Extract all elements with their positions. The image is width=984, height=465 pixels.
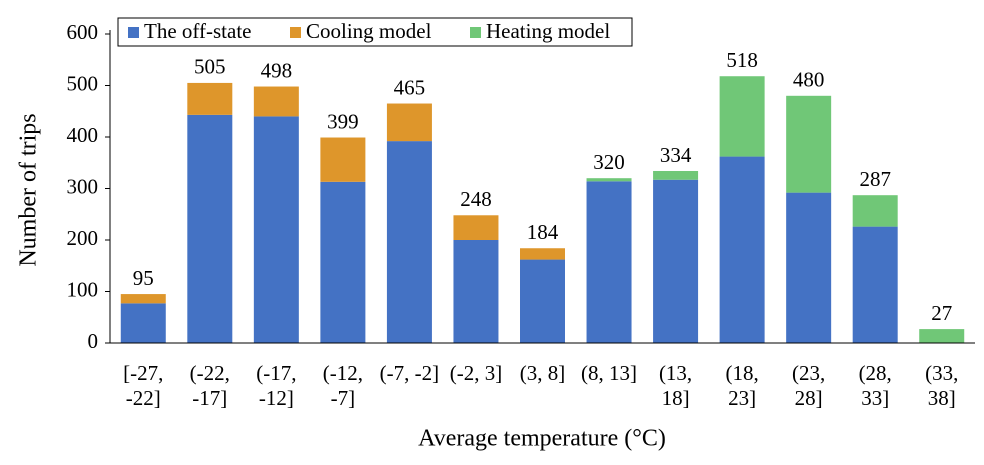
x-tick-label: (13, 18] <box>658 361 693 410</box>
data-label: 184 <box>527 220 559 244</box>
bar-segment <box>320 137 366 182</box>
bar-segment <box>852 226 898 343</box>
x-axis-title: Average temperature (°C) <box>418 426 666 452</box>
bar-segment <box>520 248 565 260</box>
x-tick-label: (-12, -7] <box>322 361 363 410</box>
bar-segment <box>253 116 299 344</box>
data-label: 480 <box>793 68 825 92</box>
bar-segment <box>786 95 832 193</box>
bar-segment <box>653 179 699 343</box>
bar-segment <box>719 76 765 157</box>
y-tick-label: 600 <box>67 20 99 44</box>
bar-segment <box>386 103 432 142</box>
data-label: 505 <box>194 55 226 79</box>
x-tick-label: (8, 13] <box>581 361 638 385</box>
bar-segment <box>120 294 166 304</box>
bar-segment <box>120 303 166 343</box>
data-label: 95 <box>133 266 154 290</box>
x-tick-label: (3, 8] <box>519 361 566 385</box>
bar-segment <box>786 192 832 343</box>
bar-segment <box>586 181 632 343</box>
bar-segment <box>187 82 233 115</box>
x-tick-label: (23, 28] <box>792 361 826 410</box>
bar-segment <box>253 86 299 117</box>
legend-label: Cooling model <box>306 19 432 43</box>
y-tick-label: 500 <box>67 71 99 95</box>
x-tick-label: (18, 23] <box>725 361 759 410</box>
bar-segment <box>852 195 898 227</box>
x-tick-label: [-27, -22] <box>123 361 164 410</box>
legend-label: Heating model <box>486 19 610 43</box>
legend-label: The off-state <box>144 19 251 43</box>
y-tick-label: 200 <box>67 226 99 250</box>
legend-swatch <box>470 27 481 38</box>
bar-segment <box>719 156 765 343</box>
x-tick-label: (-2, 3] <box>449 361 503 385</box>
bar-segment <box>653 170 699 180</box>
bar-segment <box>453 215 499 240</box>
data-label: 27 <box>931 301 952 325</box>
legend-swatch <box>290 27 301 38</box>
y-tick-label: 0 <box>88 329 99 353</box>
data-label: 518 <box>726 48 758 72</box>
data-label: 320 <box>593 150 625 174</box>
bar-segment <box>453 240 499 343</box>
data-label: 498 <box>261 58 293 82</box>
x-tick-label: (-7, -2] <box>379 361 440 385</box>
x-tick-label: (33, 38] <box>925 361 959 410</box>
bar-segment <box>187 114 233 343</box>
legend-swatch <box>128 27 139 38</box>
data-label: 334 <box>660 143 692 167</box>
y-tick-label: 400 <box>67 123 99 147</box>
y-tick-label: 300 <box>67 174 99 198</box>
legend-box <box>117 17 633 47</box>
x-tick-label: (28, 33] <box>858 361 892 410</box>
data-label: 287 <box>859 167 891 191</box>
data-label: 248 <box>460 187 492 211</box>
bar-segment <box>386 141 432 343</box>
y-axis-title: Number of trips <box>16 113 42 266</box>
bar-segment <box>520 259 565 343</box>
x-tick-label: (-17, -12] <box>256 361 297 410</box>
bar-segment <box>919 329 965 343</box>
x-tick-label: (-22, -17] <box>189 361 230 410</box>
y-tick-label: 100 <box>67 277 99 301</box>
data-label: 399 <box>327 109 359 133</box>
bar-segment <box>320 181 366 343</box>
data-label: 465 <box>394 75 426 99</box>
bar-segment <box>586 178 632 182</box>
